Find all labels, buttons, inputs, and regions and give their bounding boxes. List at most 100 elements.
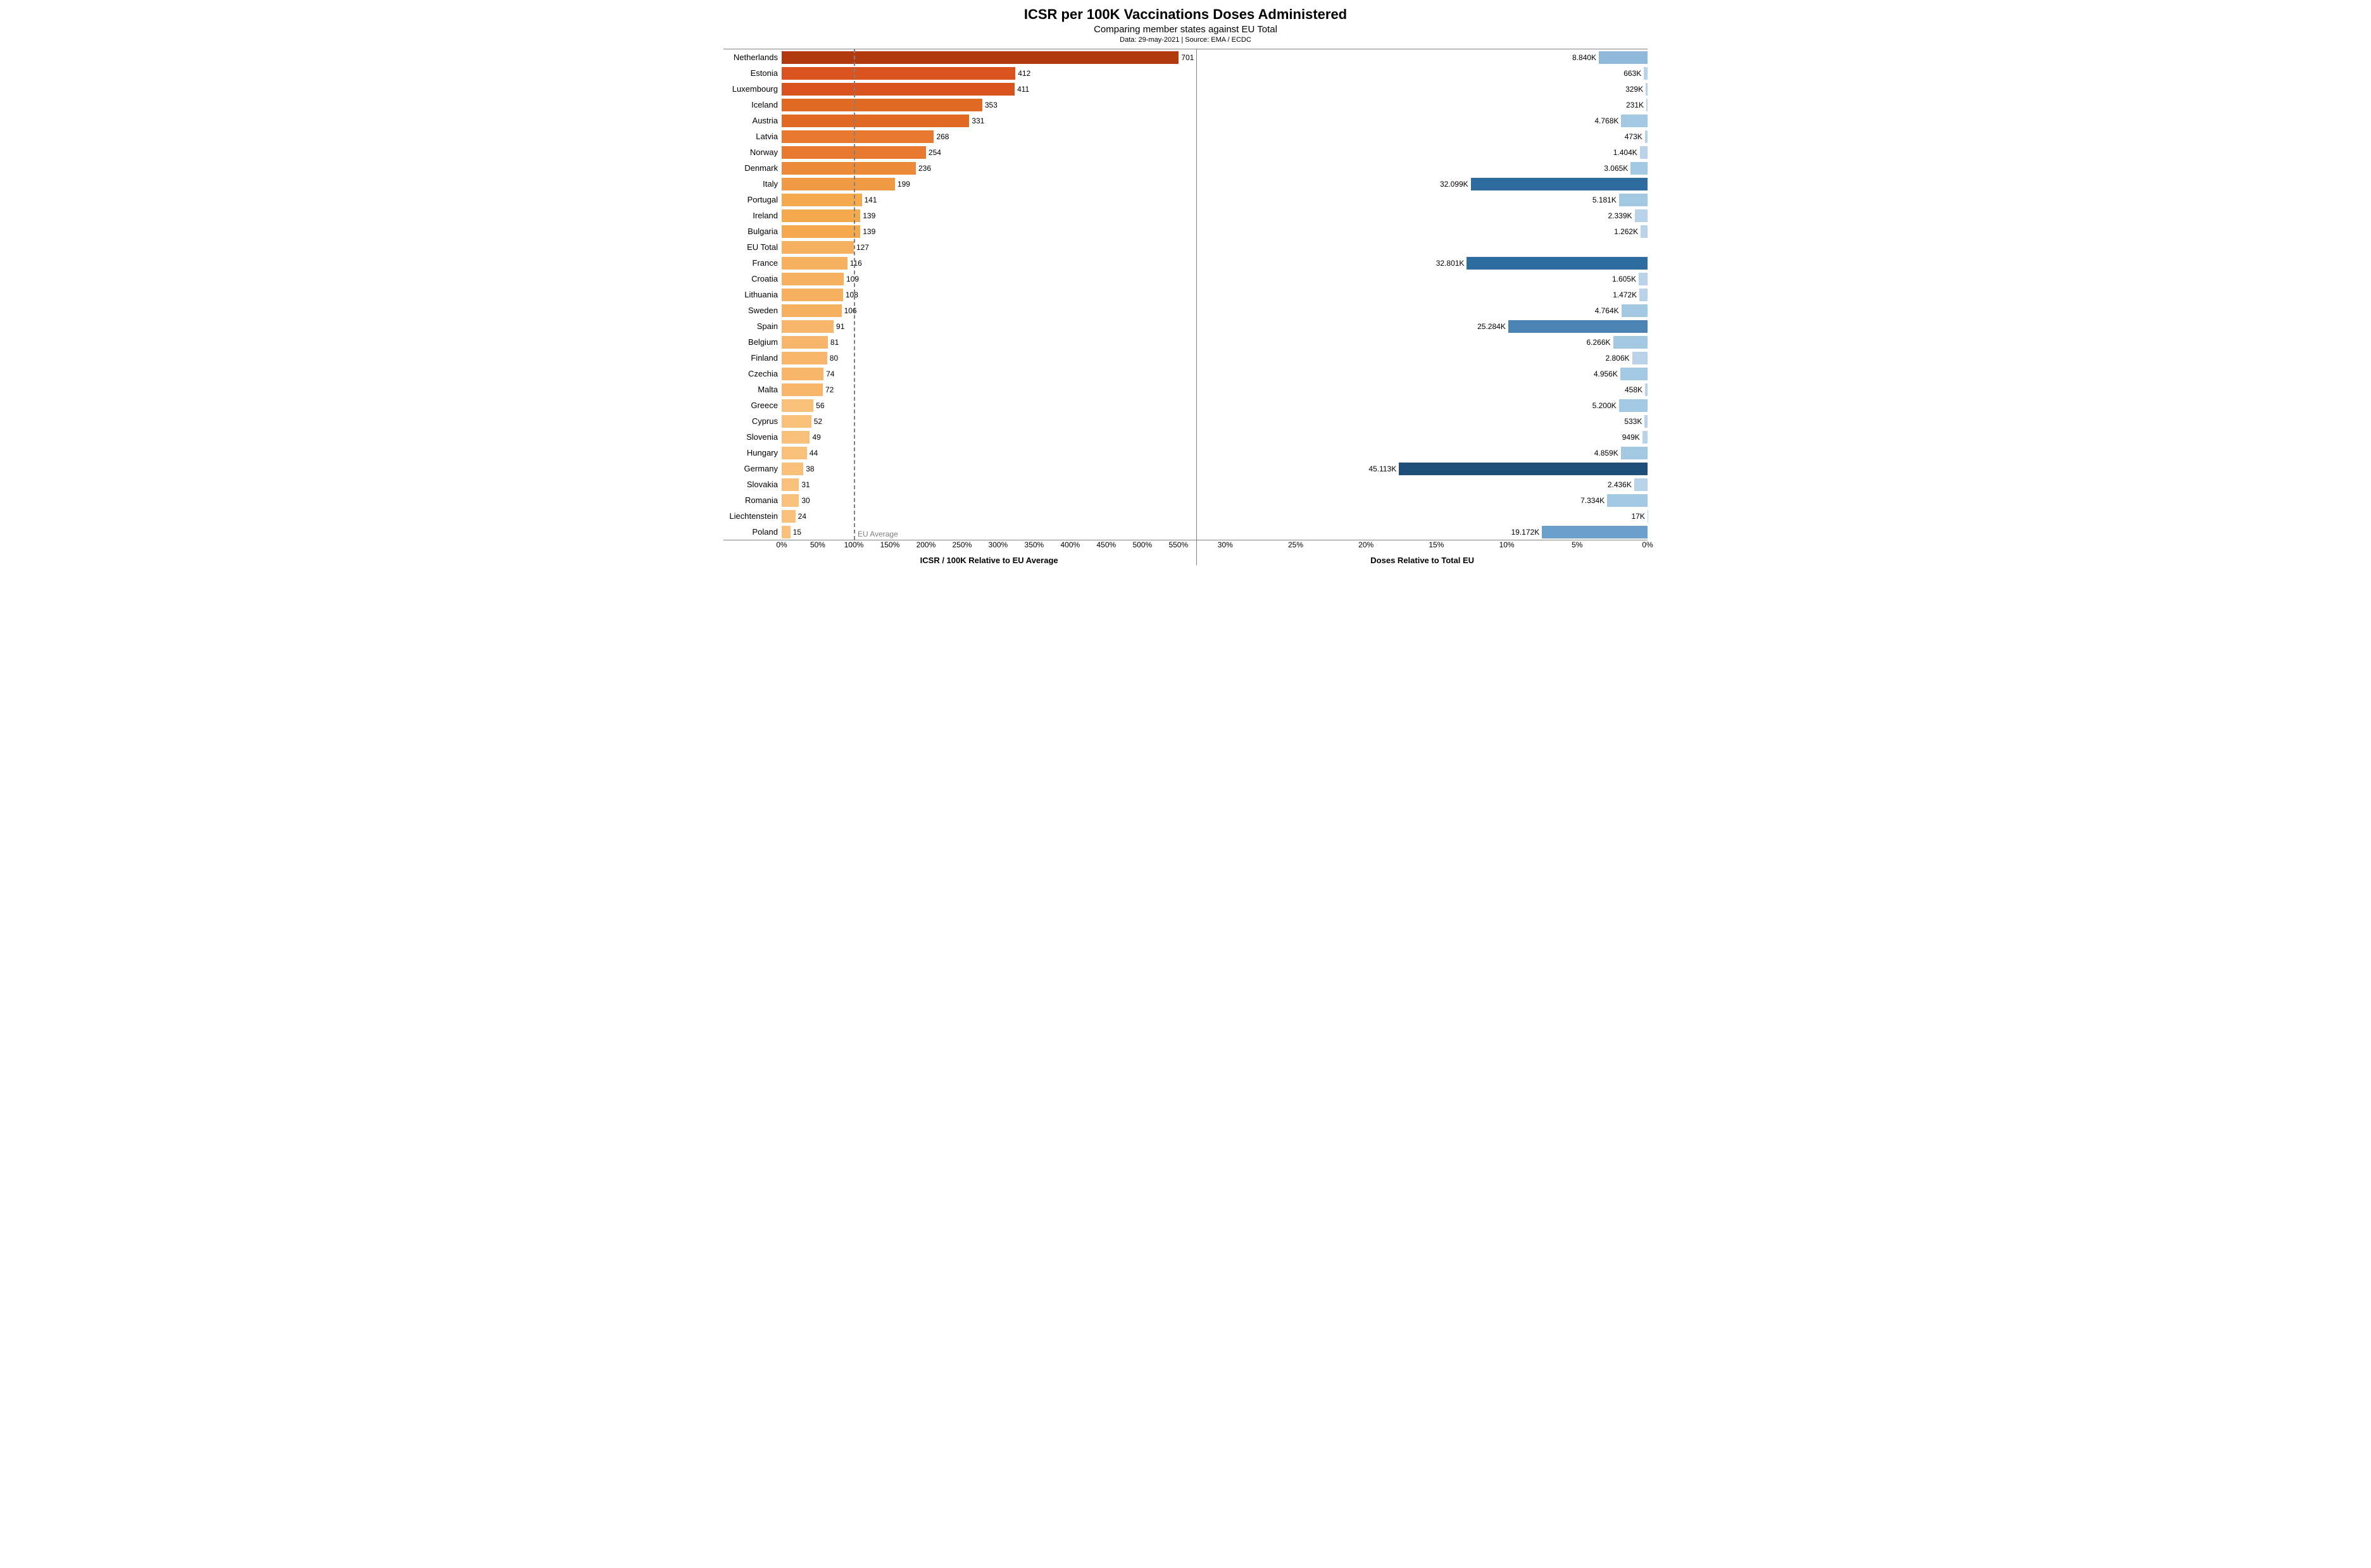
table-row: Iceland353 [723, 97, 1196, 113]
right-bar-area: 231K [1197, 97, 1648, 113]
country-label: Cyprus [723, 416, 782, 426]
doses-value-label: 8.840K [1570, 53, 1599, 62]
doses-bar [1467, 257, 1648, 270]
left-bar-area: 268 [782, 128, 1196, 144]
left-bar-area: 44 [782, 445, 1196, 461]
icsr-value-label: 412 [1015, 69, 1033, 78]
icsr-bar [782, 289, 843, 301]
doses-bar [1613, 336, 1648, 349]
doses-bar [1599, 51, 1648, 64]
table-row: Germany38 [723, 461, 1196, 476]
table-row: 4.764K [1197, 302, 1648, 318]
table-row: 1.404K [1197, 144, 1648, 160]
right-tick: 0% [1642, 540, 1653, 549]
table-row: Malta72 [723, 382, 1196, 397]
table-row: 17K [1197, 508, 1648, 524]
table-row: 949K [1197, 429, 1648, 445]
table-row: Denmark 236 [723, 160, 1196, 176]
country-label: Austria [723, 116, 782, 125]
right-panel: 8.840K663K329K231K4.768K473K1.404K3.065K… [1197, 49, 1648, 565]
icsr-value-label: 353 [982, 101, 1000, 109]
icsr-value-label: 38 [803, 464, 816, 473]
right-bar-area: 45.113K [1197, 461, 1648, 476]
right-bar-area: 458K [1197, 382, 1648, 397]
right-bar-area: 3.065K [1197, 160, 1648, 176]
country-label: Croatia [723, 274, 782, 283]
right-bar-area: 5.181K [1197, 192, 1648, 208]
icsr-value-label: 236 [916, 164, 934, 173]
right-bar-area: 533K [1197, 413, 1648, 429]
doses-bar [1620, 368, 1648, 380]
left-tick: 450% [1096, 540, 1116, 549]
icsr-value-label: 24 [796, 512, 809, 521]
left-bar-area: 52 [782, 413, 1196, 429]
table-row: Slovakia31 [723, 476, 1196, 492]
icsr-value-label: 331 [969, 116, 987, 125]
left-bar-area: 353 [782, 97, 1196, 113]
icsr-value-label: 72 [823, 385, 836, 394]
left-tick: 500% [1132, 540, 1152, 549]
table-row: 4.768K [1197, 113, 1648, 128]
doses-value-label: 1.605K [1610, 275, 1639, 283]
doses-value-label: 25.284K [1475, 322, 1508, 331]
right-tick: 15% [1429, 540, 1444, 549]
icsr-value-label: 56 [813, 401, 827, 410]
doses-bar [1639, 273, 1648, 285]
left-bar-area: 139 [782, 223, 1196, 239]
country-label: France [723, 258, 782, 268]
country-label: EU Total [723, 242, 782, 252]
country-label: Greece [723, 401, 782, 410]
doses-value-label: 4.764K [1592, 306, 1622, 315]
right-tick: 25% [1288, 540, 1303, 549]
right-bar-area: 32.099K [1197, 176, 1648, 192]
icsr-value-label: 127 [854, 243, 872, 252]
right-bar-area: 1.404K [1197, 144, 1648, 160]
icsr-bar [782, 336, 828, 349]
icsr-bar [782, 320, 834, 333]
left-bar-area: 30 [782, 492, 1196, 508]
right-bar-area: 2.436K [1197, 476, 1648, 492]
left-tick: 50% [810, 540, 825, 549]
icsr-value-label: 91 [834, 322, 847, 331]
doses-bar [1644, 67, 1648, 80]
doses-value-label: 4.859K [1592, 449, 1621, 457]
icsr-bar [782, 51, 1179, 64]
left-bar-area: 91 [782, 318, 1196, 334]
icsr-value-label: 108 [843, 290, 861, 299]
title-block: ICSR per 100K Vaccinations Doses Adminis… [723, 6, 1648, 44]
icsr-value-label: 31 [799, 480, 812, 489]
right-bar-area: 5.200K [1197, 397, 1648, 413]
icsr-bar [782, 447, 807, 459]
icsr-bar [782, 304, 842, 317]
country-label: Latvia [723, 132, 782, 141]
country-label: Denmark [723, 163, 782, 173]
table-row: 4.859K [1197, 445, 1648, 461]
doses-value-label: 2.339K [1606, 211, 1635, 220]
table-row: Cyprus52 [723, 413, 1196, 429]
doses-value-label: 458K [1622, 385, 1645, 394]
doses-value-label: 6.266K [1584, 338, 1613, 347]
icsr-bar [782, 241, 854, 254]
right-bar-area: 25.284K [1197, 318, 1648, 334]
left-bar-area: 74 [782, 366, 1196, 382]
icsr-bar [782, 415, 811, 428]
doses-bar [1634, 478, 1648, 491]
table-row: Greece 56 [723, 397, 1196, 413]
doses-value-label: 663K [1621, 69, 1644, 78]
right-bar-area: 19.172K [1197, 524, 1648, 540]
table-row: 32.801K [1197, 255, 1648, 271]
doses-bar [1619, 399, 1648, 412]
table-row: Czechia74 [723, 366, 1196, 382]
table-row: 1.262K [1197, 223, 1648, 239]
table-row: 231K [1197, 97, 1648, 113]
icsr-bar [782, 225, 860, 238]
doses-bar [1641, 225, 1648, 238]
doses-bar [1630, 162, 1648, 175]
right-bar-area: 4.768K [1197, 113, 1648, 128]
country-label: Estonia [723, 68, 782, 78]
icsr-bar [782, 463, 803, 475]
doses-bar [1646, 83, 1648, 96]
country-label: Bulgaria [723, 227, 782, 236]
left-tick: 350% [1025, 540, 1044, 549]
right-tick: 20% [1358, 540, 1373, 549]
